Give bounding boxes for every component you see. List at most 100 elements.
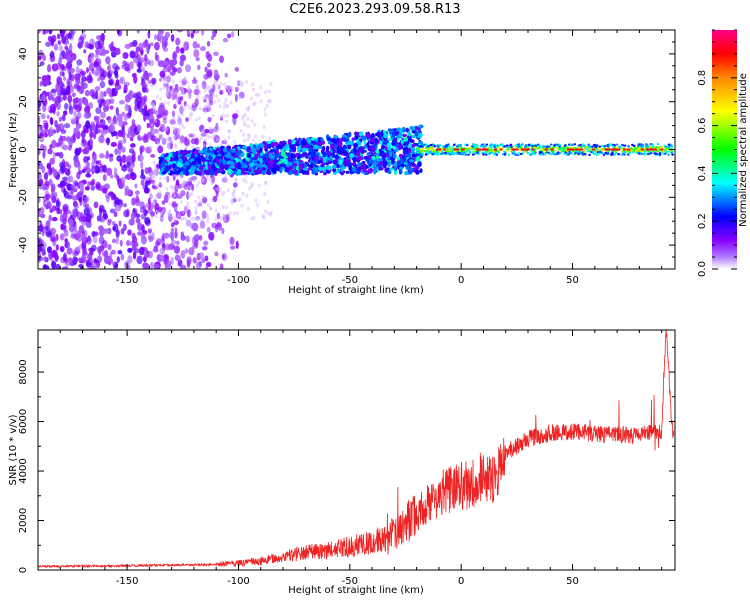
spectrogram-cell [177, 259, 183, 267]
spectrogram-cell [103, 249, 109, 259]
spectrogram-cell [75, 124, 80, 133]
spectrogram-cell [327, 137, 331, 141]
spectrogram-cell [94, 67, 101, 76]
spectrogram-cell [159, 176, 163, 181]
spectrogram-cell [563, 144, 567, 147]
spectrogram-cell [130, 171, 135, 177]
spectrogram-cell [543, 150, 547, 153]
spectrogram-cell [662, 150, 665, 153]
spectrogram-cell [157, 60, 165, 68]
spectrogram-cell [358, 131, 363, 137]
spectrogram-cell [42, 150, 46, 160]
spectrogram-cell [94, 85, 101, 92]
spectrogram-cell [224, 85, 228, 90]
spectrogram-cell [162, 81, 166, 86]
spectrogram-cell [219, 164, 225, 169]
spectrogram-cell [234, 66, 240, 72]
spectrogram-cell [465, 147, 469, 151]
spectrogram-cell [243, 164, 248, 168]
spectrogram-cell [578, 151, 582, 154]
spectrogram-cell [110, 141, 117, 147]
spectrogram-cell [142, 66, 146, 73]
spectrogram-cell [175, 37, 181, 46]
spectrogram-cell [172, 84, 176, 89]
spectrogram-cell [88, 44, 95, 50]
spectrogram-cell [51, 260, 57, 269]
spectrogram-cell [170, 234, 175, 241]
spectrogram-cell [198, 139, 202, 144]
spectrogram-cell [597, 147, 600, 150]
spectrogram-cell [427, 144, 430, 148]
spectrogram-cell [493, 153, 496, 156]
spectrogram-cell [336, 146, 340, 152]
spectrogram-cell [203, 240, 209, 246]
spectrogram-cell [157, 145, 164, 154]
spectrogram-cell [186, 204, 190, 209]
spectrogram-cell [130, 129, 136, 138]
spectrogram-cell [198, 150, 203, 154]
spectrogram-cell [105, 137, 111, 144]
spectrogram-cell [120, 253, 125, 261]
spectrogram-cell [139, 206, 146, 214]
spectrogram-cell [414, 126, 420, 131]
spectrogram-cell [68, 225, 75, 233]
spectrogram-cell [492, 150, 496, 153]
spectrogram-cell [481, 152, 485, 155]
spectrogram-cell [176, 161, 182, 168]
spectrogram-cell [134, 183, 138, 189]
spectrogram-cell [47, 148, 53, 155]
spectrogram-cell [168, 138, 172, 143]
spectrogram-cell [61, 114, 66, 122]
spectrogram-cell [83, 166, 88, 171]
spectrogram-cell [183, 180, 187, 185]
spectrogram-cell [84, 203, 90, 209]
spectrogram-cell [229, 236, 235, 246]
spectrogram-cell [448, 145, 451, 148]
spectrogram-cell [101, 99, 107, 107]
spectrogram-cell [131, 197, 136, 206]
spectrogram-cell [66, 209, 71, 215]
spectrogram-cell [349, 153, 355, 159]
spectrogram-cell [96, 96, 102, 105]
spectrogram-cell [155, 209, 159, 214]
spectrogram-cell [64, 238, 68, 244]
spectrogram-cell [175, 45, 180, 54]
spectrogram-cell [163, 255, 169, 260]
spectrogram-cell [214, 217, 218, 222]
spectrogram-cell [640, 152, 643, 156]
spectrogram-cell [172, 51, 178, 60]
spectrogram-cell [141, 224, 145, 233]
spectrogram-cell [185, 117, 189, 123]
spectrogram-cell [162, 85, 166, 90]
spectrogram-cell [168, 243, 175, 251]
spectrogram-cell [232, 152, 236, 157]
spectrogram-cell [55, 100, 59, 107]
spectrogram-cell [129, 60, 134, 70]
spectrogram-cell [392, 153, 397, 159]
spectrogram-cell [539, 153, 543, 156]
spectrogram-cell [608, 143, 612, 147]
spectrogram-cell [359, 146, 365, 150]
snr-y-tick-label: 8000 [18, 359, 29, 384]
spectrogram-cell [564, 146, 567, 150]
spectrogram-cell [60, 30, 64, 36]
spectrogram-cell [425, 147, 428, 150]
spectrogram-cell [371, 155, 376, 161]
spectrogram-cell [606, 152, 610, 155]
spectrogram-cell [115, 107, 119, 116]
spectrogram-cell [42, 30, 46, 35]
spectrogram-cell [73, 250, 79, 257]
spectrogram-cell [268, 136, 272, 141]
spectrogram-cell [604, 148, 608, 151]
spectrogram-cell [51, 139, 57, 149]
spectrogram-cell [186, 30, 191, 36]
spectrogram-cell [633, 147, 637, 150]
spectrogram-cell [649, 151, 653, 155]
spectrogram-cell [656, 150, 659, 153]
spectrogram-cell [241, 117, 245, 122]
spectrogram-cell [165, 115, 169, 120]
spectrogram-cell [267, 143, 272, 148]
spectrogram-cell [144, 53, 148, 62]
spectrogram-cell [145, 45, 149, 53]
spectrogram-cell [140, 135, 146, 141]
